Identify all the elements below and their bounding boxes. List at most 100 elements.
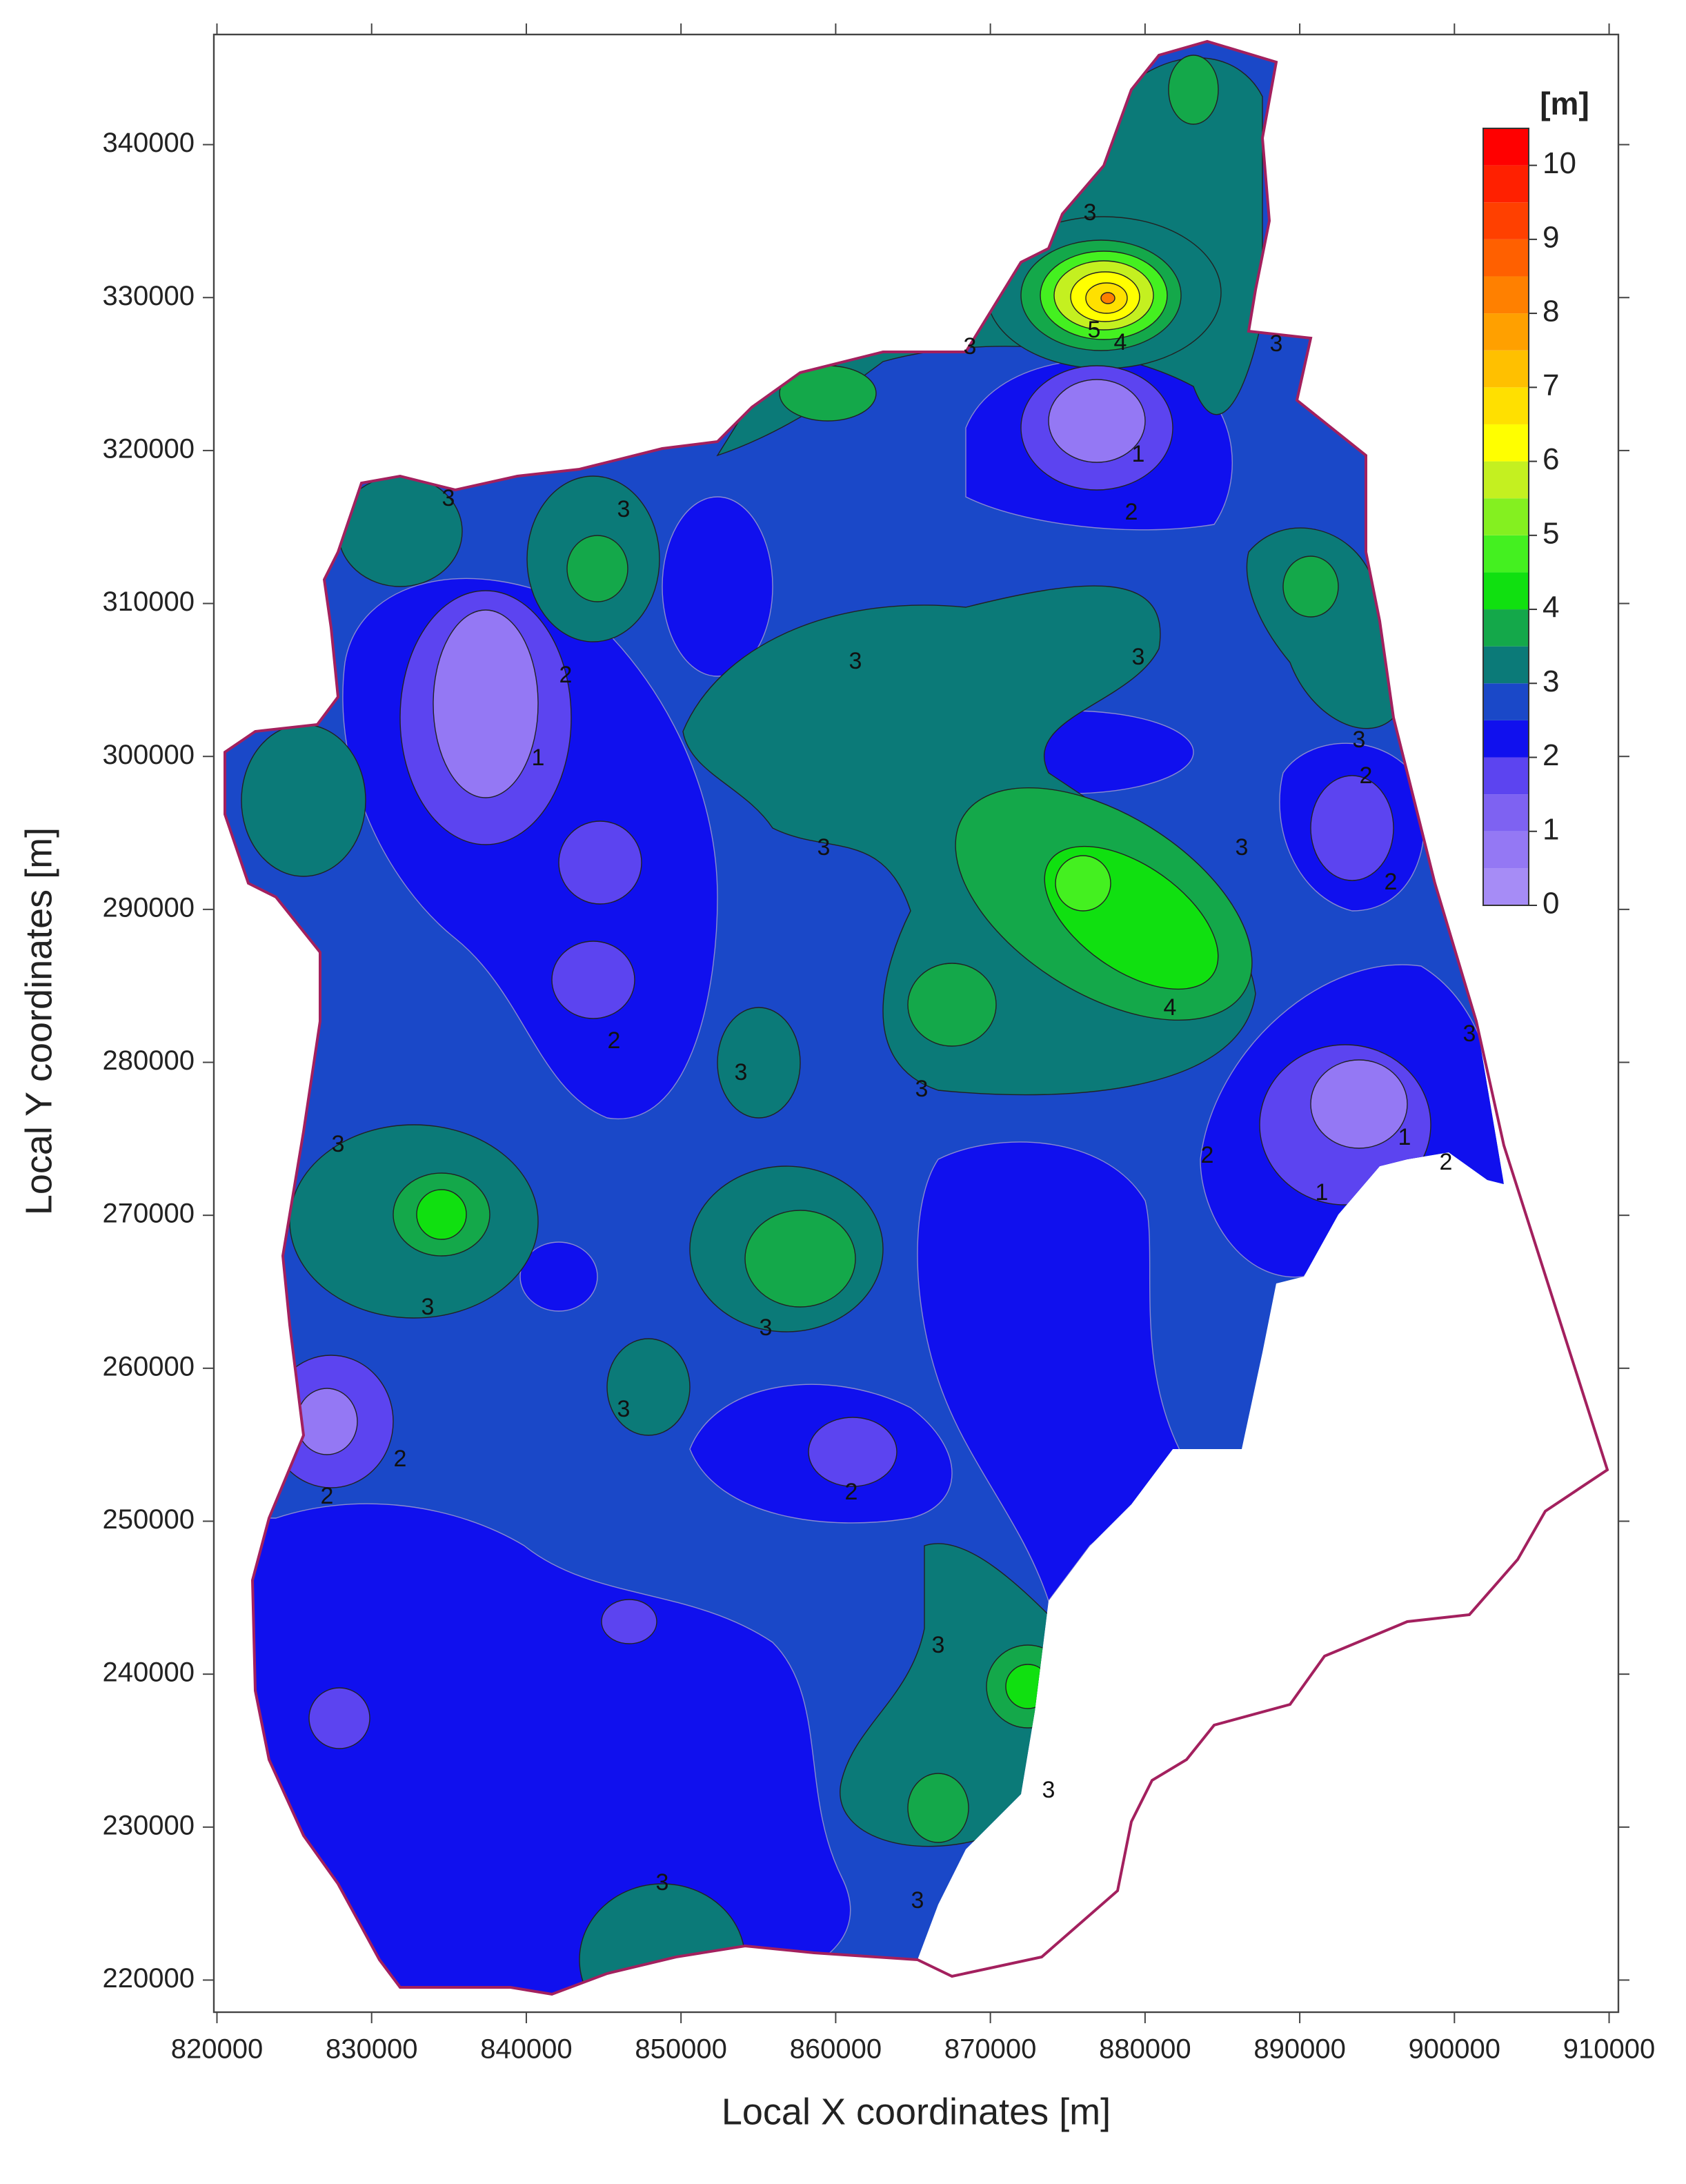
colorbar-band [1483, 794, 1529, 832]
contour-region [1246, 527, 1394, 729]
colorbar-tick-label: 0 [1543, 887, 1559, 921]
y-tick-label: 310000 [103, 587, 195, 617]
contour-label: 5 [1088, 317, 1101, 343]
contour-region [779, 365, 877, 422]
contour-label: 3 [1270, 331, 1283, 357]
contour-label: 2 [1385, 869, 1398, 895]
colorbar-band [1483, 424, 1529, 462]
x-tick-label: 880000 [1099, 2034, 1191, 2065]
y-axis-title: Local Y coordinates [m] [18, 827, 59, 1215]
contour-label: 1 [1316, 1179, 1329, 1206]
colorbar-band [1483, 202, 1529, 239]
contour-label: 3 [1084, 199, 1097, 226]
contour-label: 2 [845, 1479, 858, 1505]
x-tick-label: 820000 [171, 2034, 263, 2065]
contour-region [601, 1599, 657, 1644]
contour-region [296, 1388, 358, 1455]
colorbar-tick-label: 6 [1543, 442, 1559, 476]
contour-region [1100, 292, 1115, 304]
colorbar-band [1483, 757, 1529, 795]
y-tick-label: 260000 [103, 1351, 195, 1381]
x-tick-label: 850000 [635, 2034, 726, 2065]
contour-region [308, 1687, 370, 1749]
contour-label: 3 [735, 1059, 748, 1085]
contour-label: 2 [321, 1483, 334, 1509]
contour-label: 3 [915, 1076, 929, 1102]
contour-label: 3 [422, 1294, 435, 1320]
colorbar-band [1483, 535, 1529, 573]
contour-region [1005, 1664, 1051, 1709]
colorbar-tick-label: 9 [1543, 220, 1559, 254]
contour-region [808, 1417, 897, 1487]
x-tick-label: 870000 [944, 2034, 1036, 2065]
colorbar-band [1483, 868, 1529, 905]
boundary [224, 39, 1609, 1996]
contour-region [662, 496, 773, 677]
contour-label: 3 [617, 496, 631, 522]
contour-label: 3 [1042, 1777, 1055, 1803]
colorbar-tick-label: 1 [1543, 812, 1559, 846]
colorbar-band [1483, 350, 1529, 388]
colorbar-band [1483, 683, 1529, 720]
contour-label: 3 [760, 1315, 773, 1341]
y-tick-label: 340000 [103, 128, 195, 158]
contour-region [558, 820, 642, 905]
colorbar-frame [1482, 128, 1529, 906]
x-tick-label: 830000 [326, 2034, 417, 2065]
y-tick-label: 240000 [103, 1657, 195, 1688]
colorbar-band [1483, 572, 1529, 610]
x-tick-label: 900000 [1409, 2034, 1500, 2065]
contour-region [1055, 855, 1111, 912]
colorbar-tick-label: 2 [1543, 738, 1559, 772]
colorbar-band [1483, 276, 1529, 314]
x-tick-label: 890000 [1253, 2034, 1345, 2065]
colorbar-band [1483, 239, 1529, 277]
contour-region [744, 1210, 856, 1308]
colorbar-band [1483, 387, 1529, 424]
contour-label: 3 [656, 1869, 669, 1896]
contour-label: 4 [1164, 994, 1177, 1021]
contour-label: 3 [817, 834, 831, 860]
contour-label: 3 [1353, 727, 1366, 753]
y-tick-label: 250000 [103, 1504, 195, 1535]
contour-label: 3 [1236, 834, 1249, 860]
colorbar-band [1483, 720, 1529, 758]
colorbar-tick-label: 8 [1543, 295, 1559, 328]
contour-label: 3 [442, 485, 455, 511]
colorbar-band [1483, 461, 1529, 499]
contour-region [416, 1189, 467, 1240]
y-tick-label: 220000 [103, 1963, 195, 1994]
colorbar-band [1483, 498, 1529, 535]
y-tick-label: 270000 [103, 1199, 195, 1229]
contour-label: 1 [1132, 441, 1145, 467]
contour-region [1310, 1059, 1408, 1149]
contour-label: 4 [1114, 329, 1127, 355]
colorbar-band [1483, 609, 1529, 647]
contour-fill [225, 41, 1504, 1994]
colorbar-band [1483, 646, 1529, 684]
colorbar-tick-label: 5 [1543, 516, 1559, 550]
contour-region [907, 963, 997, 1047]
y-tick-label: 280000 [103, 1045, 195, 1076]
contour-label: 3 [332, 1131, 345, 1157]
contour-label: 3 [964, 333, 977, 360]
colorbar-band [1483, 313, 1529, 351]
contour-label: 2 [608, 1027, 621, 1054]
contour-region [1282, 555, 1339, 618]
colorbar-tick-label: 7 [1543, 368, 1559, 402]
contour-label: 3 [911, 1887, 924, 1914]
contour-region [717, 1007, 801, 1119]
y-tick-label: 230000 [103, 1810, 195, 1840]
colorbar-band [1483, 165, 1529, 203]
contour-label: 2 [1440, 1149, 1453, 1175]
contour-label: 1 [1398, 1124, 1411, 1150]
contour-label: 2 [394, 1446, 407, 1472]
contour-label: 2 [559, 662, 573, 688]
contour-region [1048, 379, 1146, 463]
colorbar-band [1483, 831, 1529, 869]
contour-label: 3 [932, 1632, 945, 1658]
x-axis-title: Local X coordinates [m] [722, 2091, 1111, 2132]
colorbar-tick-label: 3 [1543, 665, 1559, 698]
x-tick-label: 910000 [1563, 2034, 1655, 2065]
